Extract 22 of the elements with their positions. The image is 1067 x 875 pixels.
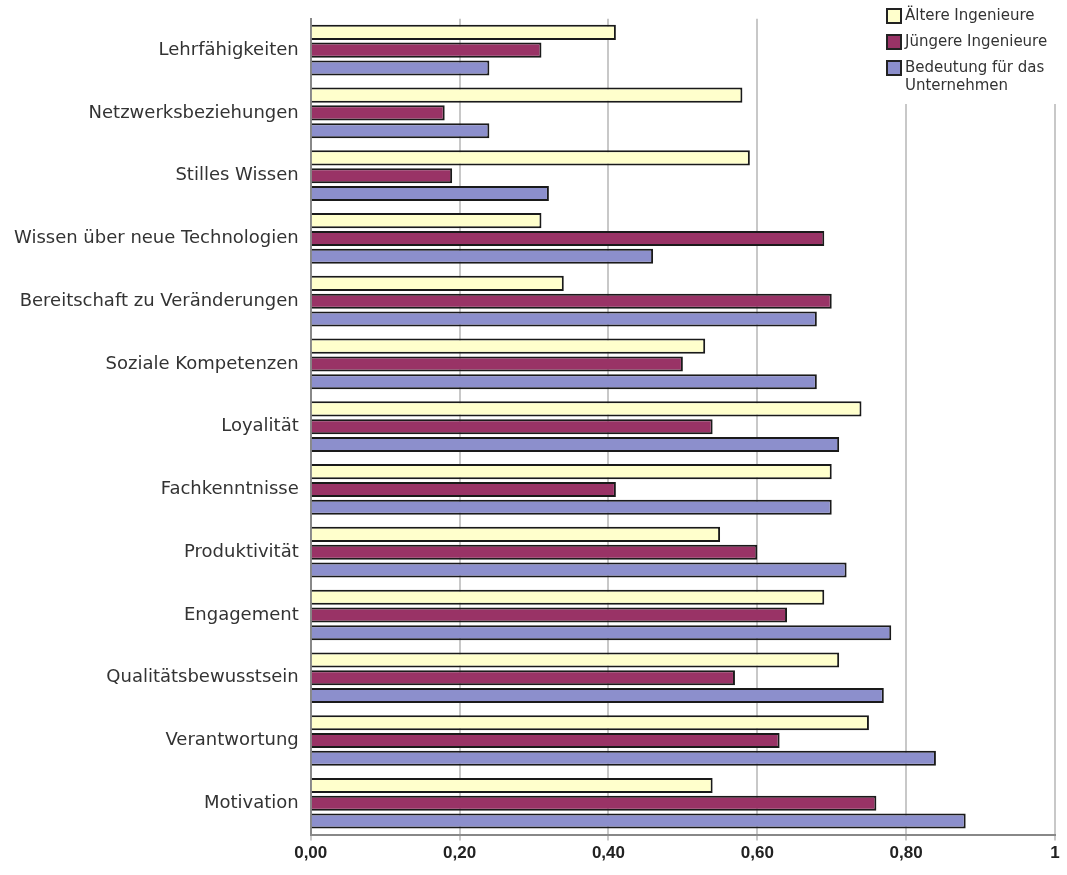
legend-label: Bedeutung für das Unternehmen — [905, 58, 1046, 94]
y-tick-label: Qualitätsbewusstsein — [106, 665, 299, 687]
y-tick-label: Produktivität — [184, 539, 299, 561]
y-tick-label: Motivation — [203, 790, 299, 812]
legend-label: Jüngere Ingenieure — [905, 32, 1048, 50]
y-tick-label: Bereitschaft zu Veränderungen — [19, 288, 299, 310]
y-tick-label: Lehrfähigkeiten — [158, 37, 299, 59]
x-tick-label: 0,00 — [294, 843, 328, 863]
legend-label: Ältere Ingenieure — [905, 6, 1035, 24]
x-tick-label: 0,80 — [889, 843, 923, 863]
x-tick-label: 0,20 — [443, 843, 477, 863]
y-tick-label: Verantwortung — [165, 728, 299, 750]
y-tick-label: Wissen über neue Technologien — [13, 226, 299, 248]
y-tick-label: Netzwerksbeziehungen — [88, 100, 299, 122]
y-tick-label: Soziale Kompetenzen — [105, 351, 299, 373]
y-tick-label: Loyalität — [221, 414, 299, 436]
x-tick-label: 1 — [1050, 843, 1060, 863]
x-tick-label: 0,60 — [740, 843, 774, 863]
x-tick-label: 0,40 — [591, 843, 625, 863]
y-tick-label: Fachkenntnisse — [160, 477, 299, 499]
y-tick-label: Stilles Wissen — [175, 163, 299, 185]
y-tick-label: Engagement — [183, 602, 299, 624]
